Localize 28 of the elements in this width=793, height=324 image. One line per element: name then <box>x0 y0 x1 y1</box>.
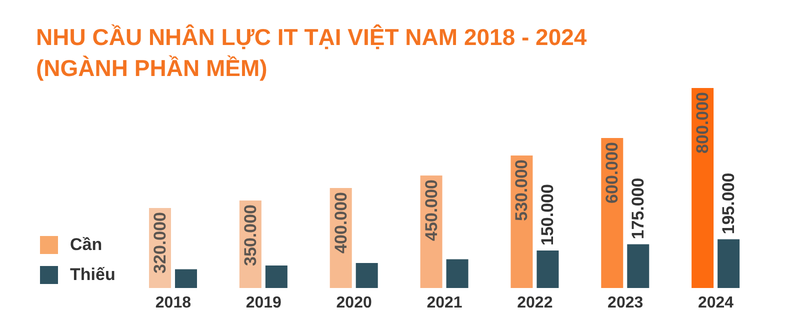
data-label: 150.000 <box>538 184 558 246</box>
bar <box>718 239 740 288</box>
bar <box>692 88 714 288</box>
data-label: 450.000 <box>422 180 441 241</box>
bar <box>536 250 559 288</box>
data-label: 320.000 <box>150 212 170 274</box>
legend-label: Thiếu <box>69 264 116 286</box>
data-label: 600.000 <box>602 142 622 204</box>
data-label: 175.000 <box>628 178 648 240</box>
bar <box>356 263 378 288</box>
bar <box>446 259 468 288</box>
x-tick-label: 2021 <box>426 294 462 312</box>
bar <box>175 269 197 288</box>
legend-label: Cần <box>69 234 104 256</box>
data-label: 195.000 <box>719 172 738 234</box>
data-label: 800.000 <box>693 92 712 154</box>
data-label: 400.000 <box>331 192 350 254</box>
data-label: 530.000 <box>512 160 532 221</box>
bar <box>627 244 650 288</box>
data-label: 350.000 <box>240 204 260 266</box>
bar <box>265 266 288 288</box>
x-tick-label: 2020 <box>336 294 372 312</box>
x-tick-label: 2023 <box>608 294 644 312</box>
x-tick-label: 2019 <box>246 294 282 312</box>
x-tick-label: 2018 <box>155 294 192 312</box>
x-tick-label: 2022 <box>517 294 553 312</box>
chart-title: NHU CẦU NHÂN LỰC IT TẠI VIỆT NAM 2018 - 2024 (NGÀNH PHẦN MỀM) <box>36 23 587 83</box>
x-tick-label: 2024 <box>698 294 734 312</box>
